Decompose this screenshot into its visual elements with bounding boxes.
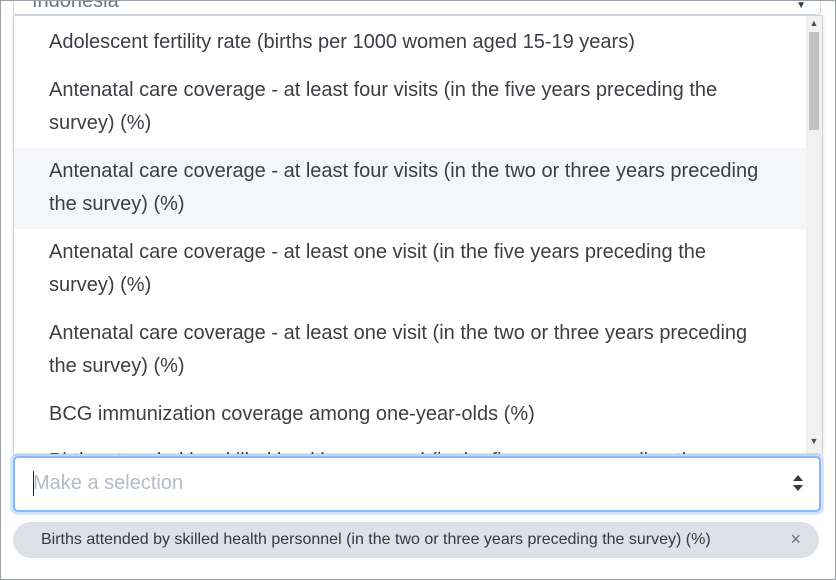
option-item[interactable]: Antenatal care coverage - at least four … bbox=[49, 78, 718, 135]
text-cursor bbox=[33, 471, 34, 496]
option-item[interactable]: BCG immunization coverage among one-year… bbox=[49, 402, 535, 425]
scroll-down-arrow-icon[interactable]: ▼ bbox=[809, 436, 819, 446]
option-item[interactable]: Births attended by skilled health person… bbox=[14, 438, 808, 454]
sort-updown-icon[interactable] bbox=[791, 472, 805, 494]
chevron-down-icon: ▼ bbox=[796, 0, 806, 11]
indicator-dropdown-list: Adolescent fertility rate (births per 10… bbox=[13, 15, 823, 454]
option-item[interactable]: Antenatal care coverage - at least one v… bbox=[49, 240, 707, 297]
option-item-highlighted[interactable]: Antenatal care coverage - at least four … bbox=[14, 147, 808, 229]
close-icon[interactable]: × bbox=[790, 529, 801, 549]
option-item[interactable]: Antenatal care coverage - at least one v… bbox=[49, 321, 748, 378]
options-list: Adolescent fertility rate (births per 10… bbox=[14, 16, 808, 454]
country-select[interactable]: Indonesia ▼ bbox=[13, 0, 821, 15]
option-item[interactable]: Adolescent fertility rate (births per 10… bbox=[49, 31, 635, 53]
country-select-value: Indonesia bbox=[32, 0, 119, 12]
select-placeholder: Make a selection bbox=[33, 472, 184, 494]
scrollbar-thumb[interactable] bbox=[809, 32, 819, 130]
dropdown-scrollbar[interactable]: ▲ ▼ bbox=[806, 16, 822, 454]
indicator-select-input[interactable]: Make a selection bbox=[13, 456, 821, 512]
scroll-up-arrow-icon[interactable]: ▲ bbox=[809, 18, 819, 28]
selected-indicator-chip: Births attended by skilled health person… bbox=[13, 522, 819, 558]
chip-label: Births attended by skilled health person… bbox=[41, 531, 711, 548]
